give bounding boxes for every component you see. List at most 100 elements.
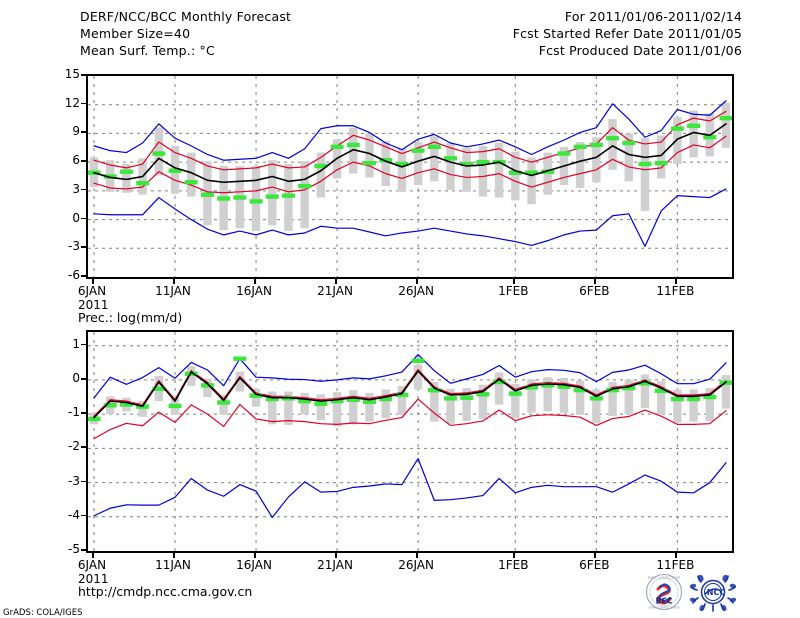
ncc-logo-icon: NCC — [689, 574, 737, 612]
precipitation-xtick-mark — [92, 553, 94, 558]
precipitation-xtick-mark — [173, 553, 175, 558]
temperature-series-ensemble-mean — [93, 123, 727, 184]
temperature-xtick-mark — [513, 279, 515, 284]
precipitation-xtick-label: 6JAN — [77, 558, 107, 572]
precipitation-gridlines — [88, 332, 732, 551]
temperature-ytick-mark — [81, 74, 86, 76]
precipitation-series-ensemble-mean — [93, 370, 727, 419]
precipitation-ytick-mark — [81, 412, 86, 414]
source-url[interactable]: http://cmdp.ncc.cma.gov.cn — [78, 584, 253, 599]
temperature-chart-frame — [86, 74, 734, 279]
temperature-xtick-label: 1FEB — [498, 284, 529, 298]
header-forecast-period: For 2011/01/06-2011/02/14 — [564, 9, 742, 24]
precipitation-ytick-label: -3 — [68, 473, 80, 488]
precipitation-xtick-mark — [513, 553, 515, 558]
precipitation-xtick-label: 21JAN — [317, 558, 353, 572]
precipitation-series-maximum — [93, 353, 727, 399]
precipitation-xtick-mark — [335, 553, 337, 558]
temperature-ytick-label: 6 — [72, 153, 80, 168]
temperature-ytick-label: 3 — [72, 181, 80, 196]
logos-svg: BCC BEIJING CLIMATE CENTER CHINA CLIMATE… — [645, 573, 737, 612]
svg-text:NCC: NCC — [707, 588, 726, 597]
temperature-plot-area — [88, 76, 732, 277]
header-variable-label: Mean Surf. Temp.: °C — [80, 43, 215, 58]
precipitation-ytick-label: 0 — [72, 370, 80, 385]
precipitation-plot-area — [88, 332, 732, 551]
temperature-ytick-mark — [81, 102, 86, 105]
temperature-xtick-label: 26JAN — [398, 284, 434, 298]
header-right-block: For 2011/01/06-2011/02/14 Fcst Started R… — [513, 8, 742, 59]
precipitation-ytick-label: -2 — [68, 439, 80, 454]
temperature-ytick-mark — [81, 188, 86, 191]
precipitation-series-lower-quartile — [93, 398, 727, 440]
precipitation-ytick-label: 1 — [72, 336, 80, 351]
svg-text:CHINA CLIMATE CENTER: CHINA CLIMATE CENTER — [648, 606, 680, 610]
precipitation-ytick-mark — [81, 549, 86, 551]
temperature-ytick-label: -6 — [68, 268, 80, 282]
temperature-series-lower-quartile — [93, 135, 727, 194]
grads-credit: GrADS: COLA/IGES — [3, 608, 83, 618]
temperature-series-minimum — [93, 188, 727, 247]
temperature-ytick-label: 9 — [72, 124, 80, 139]
temperature-ytick-label: 0 — [72, 210, 80, 225]
precipitation-unit-label: Prec.: log(mm/d) — [78, 310, 183, 325]
precipitation-svg — [88, 332, 732, 551]
temperature-ytick-mark — [81, 160, 86, 162]
svg-text:BEIJING CLIMATE CENTER: BEIJING CLIMATE CENTER — [648, 575, 681, 579]
header-produced-date: Fcst Produced Date 2011/01/06 — [538, 43, 742, 58]
precipitation-year-label: 2011 — [78, 572, 109, 586]
temperature-svg — [88, 76, 732, 277]
temperature-xtick-label: 21JAN — [317, 284, 353, 298]
temperature-xtick-mark — [173, 279, 175, 284]
temperature-xtick-label: 11JAN — [155, 284, 191, 298]
precipitation-ytick-label: -4 — [68, 507, 80, 522]
precipitation-xtick-label: 11JAN — [155, 558, 191, 572]
temperature-ytick-label: 12 — [64, 95, 80, 110]
precipitation-chart-frame — [86, 330, 734, 553]
precipitation-xtick-label: 1FEB — [498, 558, 529, 572]
temperature-xtick-mark — [594, 279, 596, 284]
temperature-xtick-label: 11FEB — [656, 284, 695, 298]
temperature-xtick-label: 6JAN — [77, 284, 107, 298]
temperature-xtick-mark — [92, 279, 94, 284]
precipitation-xtick-mark — [594, 553, 596, 558]
temperature-ytick-label: 15 — [64, 67, 80, 81]
temperature-ytick-mark — [81, 217, 86, 220]
precipitation-ytick-mark — [81, 377, 86, 380]
temperature-xtick-label: 16JAN — [236, 284, 272, 298]
precipitation-xtick-mark — [416, 553, 418, 558]
precipitation-ytick-mark — [81, 343, 86, 346]
temperature-xtick-mark — [675, 279, 677, 284]
header: DERF/NCC/BCC Monthly Forecast Member Siz… — [0, 0, 800, 66]
precipitation-xtick-label: 11FEB — [656, 558, 695, 572]
precipitation-ytick-mark — [81, 480, 86, 483]
bcc-logo-icon: BCC BEIJING CLIMATE CENTER CHINA CLIMATE… — [645, 573, 683, 611]
precipitation-xtick-mark — [254, 553, 256, 558]
precipitation-series-minimum — [93, 458, 727, 519]
temperature-xtick-mark — [335, 279, 337, 284]
temperature-xtick-mark — [254, 279, 256, 284]
temperature-xtick-mark — [416, 279, 418, 284]
precipitation-ytick-label: -5 — [68, 542, 80, 556]
temperature-spread-bars — [89, 102, 731, 232]
svg-text:BCC: BCC — [656, 597, 673, 606]
temperature-series-upper-quartile — [93, 110, 727, 171]
precipitation-xtick-label: 16JAN — [236, 558, 272, 572]
precipitation-ytick-mark — [81, 446, 86, 448]
temperature-gridlines — [88, 76, 732, 277]
header-left-block: DERF/NCC/BCC Monthly Forecast Member Siz… — [80, 8, 291, 59]
precipitation-xtick-label: 26JAN — [398, 558, 434, 572]
precipitation-ytick-mark — [81, 514, 86, 517]
temperature-ytick-mark — [81, 131, 86, 134]
header-member-size: Member Size=40 — [80, 26, 191, 41]
temperature-ytick-label: -3 — [68, 239, 80, 254]
logo-group: BCC BEIJING CLIMATE CENTER CHINA CLIMATE… — [645, 572, 741, 612]
precipitation-xtick-label: 6FEB — [579, 558, 610, 572]
temperature-ytick-mark — [81, 275, 86, 277]
temperature-observed-bars — [88, 115, 732, 204]
header-title: DERF/NCC/BCC Monthly Forecast — [80, 9, 292, 24]
temperature-xtick-label: 6FEB — [579, 284, 610, 298]
temperature-year-label: 2011 — [78, 298, 109, 312]
precipitation-ytick-label: -1 — [68, 405, 80, 420]
temperature-series-maximum — [93, 100, 727, 161]
